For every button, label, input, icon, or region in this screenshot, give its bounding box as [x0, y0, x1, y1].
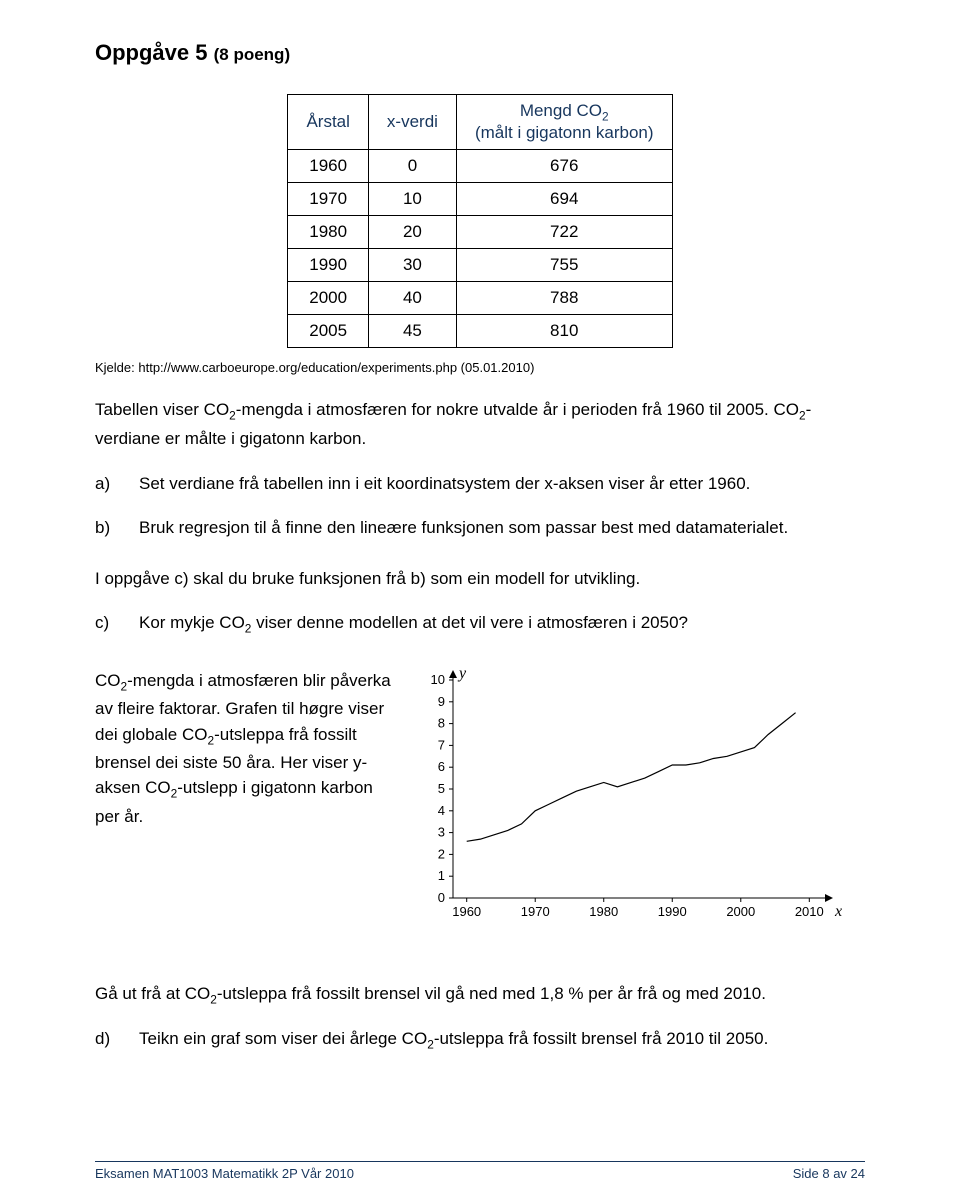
svg-text:1990: 1990: [658, 904, 687, 919]
svg-text:x: x: [834, 903, 842, 920]
svg-text:7: 7: [438, 737, 445, 752]
svg-text:3: 3: [438, 824, 445, 839]
svg-text:0: 0: [438, 890, 445, 905]
intro-text: Tabellen viser CO2-mengda i atmosfæren f…: [95, 397, 865, 451]
page-footer: Eksamen MAT1003 Matematikk 2P Vår 2010 S…: [95, 1161, 865, 1181]
col-header-co2: Mengd CO2 (målt i gigatonn karbon): [456, 95, 672, 150]
svg-text:2: 2: [438, 846, 445, 861]
svg-text:2010: 2010: [795, 904, 824, 919]
svg-text:1980: 1980: [589, 904, 618, 919]
svg-text:8: 8: [438, 715, 445, 730]
page: Oppgåve 5 (8 poeng) Årstal x-verdi Mengd…: [0, 0, 960, 1199]
table-row: 200040788: [288, 282, 672, 315]
table-row: 200545810: [288, 315, 672, 348]
svg-text:6: 6: [438, 759, 445, 774]
mid-note: I oppgåve c) skal du bruke funksjonen fr…: [95, 566, 865, 592]
table-row: 198020722: [288, 216, 672, 249]
footer-left: Eksamen MAT1003 Matematikk 2P Vår 2010: [95, 1166, 354, 1181]
table-row: 19600676: [288, 150, 672, 183]
question-d: d) Teikn ein graf som viser dei årlege C…: [95, 1026, 865, 1054]
question-b: b) Bruk regresjon til å finne den lineær…: [95, 515, 865, 541]
svg-text:1: 1: [438, 868, 445, 883]
svg-text:4: 4: [438, 803, 445, 818]
question-list: a) Set verdiane frå tabellen inn i eit k…: [95, 471, 865, 540]
svg-text:2000: 2000: [726, 904, 755, 919]
line-chart: 0 1 2 3 4 5 6 7 8 9 10 1960 1970 1980 1990 2000 2010 y x: [415, 668, 865, 933]
question-a: a) Set verdiane frå tabellen inn i eit k…: [95, 471, 865, 497]
table-row: 197010694: [288, 183, 672, 216]
chart-row: CO2-mengda i atmosfæren blir påverka av …: [95, 668, 865, 933]
footer-right: Side 8 av 24: [793, 1166, 865, 1181]
table-row: 199030755: [288, 249, 672, 282]
col-header-year: Årstal: [288, 95, 368, 150]
svg-text:5: 5: [438, 781, 445, 796]
svg-text:y: y: [457, 668, 467, 682]
task-title: Oppgåve 5 (8 poeng): [95, 40, 865, 66]
chart-description: CO2-mengda i atmosfæren blir påverka av …: [95, 668, 395, 829]
data-table: Årstal x-verdi Mengd CO2 (målt i gigaton…: [287, 94, 672, 348]
question-c: c) Kor mykje CO2 viser denne modellen at…: [95, 610, 865, 638]
task-number: Oppgåve 5: [95, 40, 207, 65]
closing-text: Gå ut frå at CO2-utsleppa frå fossilt br…: [95, 981, 865, 1009]
svg-text:1960: 1960: [452, 904, 481, 919]
svg-text:1970: 1970: [521, 904, 550, 919]
task-points: (8 poeng): [214, 45, 291, 64]
source-line: Kjelde: http://www.carboeurope.org/educa…: [95, 360, 865, 375]
col-header-x: x-verdi: [368, 95, 456, 150]
svg-text:10: 10: [431, 672, 445, 687]
svg-text:9: 9: [438, 694, 445, 709]
